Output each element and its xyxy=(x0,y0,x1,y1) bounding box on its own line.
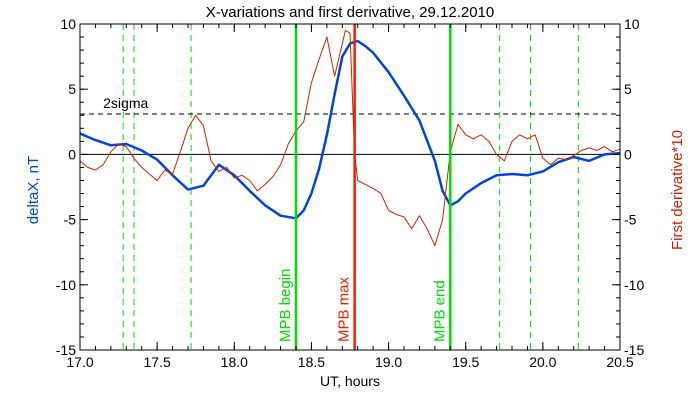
sigma-label: 2sigma xyxy=(103,95,148,111)
marker-label-2: MPB end xyxy=(431,280,448,342)
y-tick-label-right: -5 xyxy=(624,212,637,228)
marker-label-0: MPB begin xyxy=(277,269,294,342)
y-tick-label-right: -10 xyxy=(624,277,644,293)
x-tick-label: 19.0 xyxy=(375,354,402,370)
marker-label-1: MPB max xyxy=(336,276,353,342)
y-tick-label-left: -5 xyxy=(64,212,77,228)
series-line-1 xyxy=(79,30,621,247)
y-tick-label-right: 0 xyxy=(624,146,632,162)
x-tick-label: 17.0 xyxy=(66,354,93,370)
y-tick-label-left: -10 xyxy=(56,277,76,293)
y-tick-label-left: 10 xyxy=(60,16,76,32)
x-tick-label: 20.5 xyxy=(606,354,633,370)
y-tick-label-right: 5 xyxy=(624,81,632,97)
x-tick-label: 18.5 xyxy=(298,354,325,370)
plot-frame xyxy=(79,23,621,351)
y-tick-label-right: 10 xyxy=(624,16,640,32)
x-axis-label: UT, hours xyxy=(320,373,380,389)
chart-title: X-variations and first derivative, 29.12… xyxy=(206,4,495,21)
y-tick-label-left: -15 xyxy=(56,342,76,358)
y-tick-label-right: -15 xyxy=(624,342,644,358)
y-axis-label-right: First derivative*10 xyxy=(669,130,686,250)
x-tick-label: 18.0 xyxy=(221,354,248,370)
y-tick-label-left: 0 xyxy=(68,146,76,162)
y-tick-label-left: 5 xyxy=(68,81,76,97)
x-tick-label: 17.5 xyxy=(144,354,171,370)
x-tick-label: 20.0 xyxy=(529,354,556,370)
plot-area: 2sigma MPB begin MPB max MPB end 17.0 17.5 18.… xyxy=(56,16,645,370)
x-tick-label: 19.5 xyxy=(452,354,479,370)
y-axis-label-left: deltaX, nT xyxy=(25,156,42,224)
